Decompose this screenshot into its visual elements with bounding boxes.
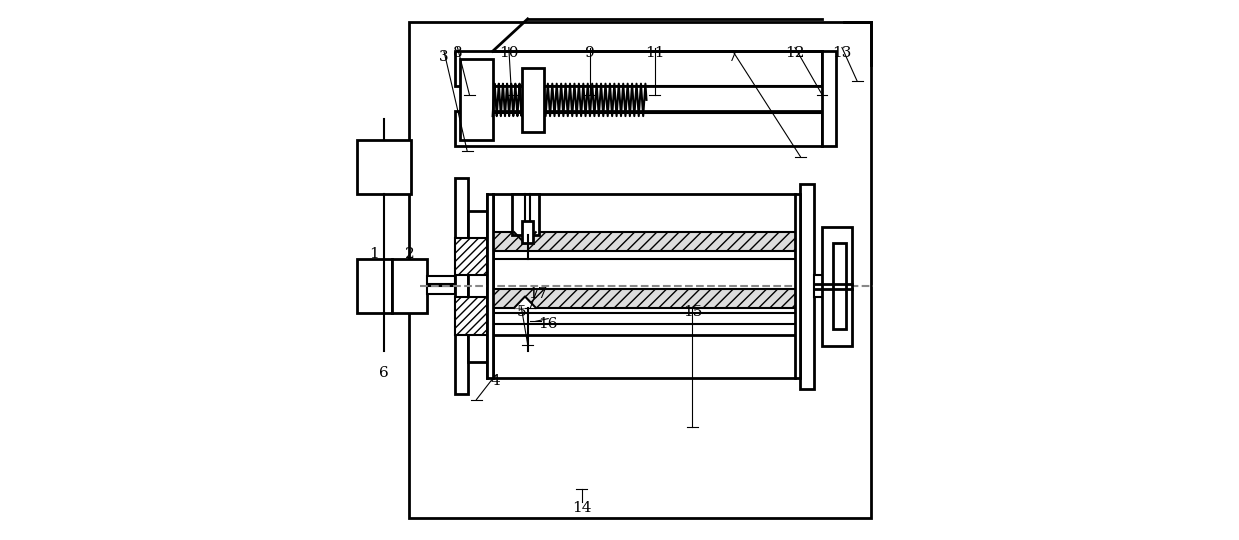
Text: 6: 6 xyxy=(379,366,388,380)
Bar xyxy=(357,259,392,313)
Text: 1: 1 xyxy=(369,247,379,261)
Text: 9: 9 xyxy=(585,46,595,60)
Text: 17: 17 xyxy=(528,287,548,301)
Bar xyxy=(487,194,493,378)
Bar xyxy=(489,232,798,251)
Bar xyxy=(468,211,489,362)
Text: 4: 4 xyxy=(491,374,501,388)
Bar xyxy=(460,59,493,140)
Text: 2: 2 xyxy=(405,247,414,261)
Polygon shape xyxy=(514,232,535,244)
Bar xyxy=(455,51,821,86)
Bar xyxy=(392,259,426,313)
Bar xyxy=(409,22,871,518)
Text: 3: 3 xyxy=(439,50,449,64)
Text: 7: 7 xyxy=(729,50,737,64)
Text: 12: 12 xyxy=(786,46,805,60)
Bar xyxy=(814,275,839,297)
Bar xyxy=(489,289,798,308)
Bar xyxy=(512,194,539,235)
Bar xyxy=(795,194,800,378)
Text: 16: 16 xyxy=(539,317,558,331)
Bar xyxy=(426,286,455,294)
Bar xyxy=(523,68,544,132)
Bar xyxy=(523,221,533,243)
Text: 13: 13 xyxy=(833,46,851,60)
Text: 5: 5 xyxy=(517,305,527,319)
Text: 8: 8 xyxy=(452,46,462,60)
Bar xyxy=(821,227,851,346)
Bar xyxy=(455,178,468,394)
Bar xyxy=(455,297,489,335)
Bar xyxy=(455,111,821,146)
Text: 15: 15 xyxy=(683,305,703,319)
Bar xyxy=(821,51,835,146)
Text: 10: 10 xyxy=(499,46,519,60)
Bar xyxy=(455,238,489,275)
Text: 14: 14 xyxy=(572,501,591,515)
Bar xyxy=(357,140,410,194)
Bar xyxy=(833,243,846,329)
Bar xyxy=(426,276,455,284)
Bar xyxy=(800,184,814,389)
Polygon shape xyxy=(514,296,535,308)
Text: 11: 11 xyxy=(644,46,664,60)
